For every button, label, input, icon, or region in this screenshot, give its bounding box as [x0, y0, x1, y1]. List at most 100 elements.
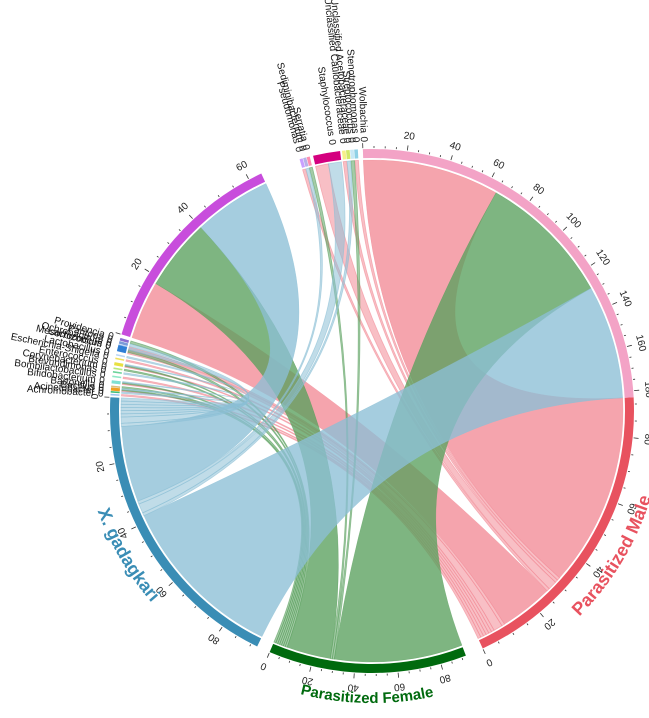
tick-x-gadagkari	[160, 569, 163, 572]
tick-parasitized-male	[564, 589, 567, 592]
zero-label: 0	[100, 361, 108, 373]
zero-label: 0	[104, 340, 112, 352]
tick-klebsiella	[232, 185, 234, 188]
arc-acinetobacter	[110, 391, 120, 394]
tick-wolbachia	[612, 302, 618, 305]
tick-x-gadagkari	[168, 582, 173, 587]
tick-label-wolbachia: 40	[448, 140, 462, 154]
tick-label-x-gadagkari: 80	[206, 631, 222, 647]
zero-label: 0	[99, 369, 106, 381]
tick-label-wolbachia: 180	[642, 381, 649, 399]
arc-achromobacter	[110, 393, 120, 396]
tick-klebsiella	[217, 195, 220, 198]
tick-x-gadagkari	[194, 606, 197, 609]
zero-label: 0	[106, 334, 115, 346]
tick-klebsiella	[188, 214, 193, 219]
tick-label-wolbachia: 20	[403, 130, 416, 142]
tick-wolbachia	[529, 196, 534, 201]
tick-label-parasitized-female: 60	[393, 680, 406, 692]
tick-wolbachia	[450, 155, 453, 161]
tick-klebsiella	[144, 268, 150, 272]
arc-brevundimonas	[112, 371, 122, 374]
tick-wolbachia	[577, 245, 580, 248]
ticks-layer	[104, 143, 640, 679]
arc-pantoea	[118, 340, 129, 346]
tick-klebsiella	[156, 255, 159, 258]
tick-wolbachia	[461, 161, 463, 164]
tick-parasitized-male	[595, 549, 598, 551]
tick-wolbachia	[616, 313, 619, 316]
arc-staphylococcus	[313, 150, 342, 165]
tick-parasitized-male	[633, 437, 639, 439]
tick-x-gadagkari	[121, 495, 124, 497]
tick-label-parasitized-male: 60	[624, 502, 638, 517]
tick-wolbachia	[584, 254, 587, 257]
zero-label: 0	[100, 365, 108, 377]
tick-wolbachia	[501, 180, 504, 183]
tick-x-gadagkari	[109, 463, 115, 466]
zero-label: 0	[102, 351, 110, 363]
tick-label-x-gadagkari: 0	[90, 393, 101, 400]
tick-wolbachia	[620, 324, 623, 326]
tick-x-gadagkari	[207, 616, 210, 619]
tick-klebsiella	[245, 174, 249, 179]
zero-label: 0	[345, 137, 356, 144]
arc-bifidobacterium	[111, 380, 121, 385]
zero-label: 0	[99, 375, 106, 387]
zero-label: 0	[292, 145, 304, 154]
arc-escherichia-shigella	[115, 357, 125, 361]
tick-wolbachia	[555, 220, 558, 223]
tick-parasitized-female	[309, 666, 312, 672]
tick-wolbachia	[590, 262, 596, 266]
tick-wolbachia	[520, 192, 523, 195]
zero-label: 0	[105, 337, 114, 349]
arc-lactococcus	[116, 344, 128, 354]
tick-label-klebsiella: 20	[130, 256, 145, 272]
zero-label: 0	[296, 144, 308, 153]
tick-x-gadagkari	[141, 541, 144, 543]
tick-klebsiella	[204, 205, 206, 208]
tick-label-wolbachia: 60	[491, 157, 506, 172]
tick-label-parasitized-female: 20	[301, 674, 315, 687]
tick-klebsiella	[138, 285, 141, 287]
tick-klebsiella	[130, 300, 133, 303]
tick-x-gadagkari	[126, 511, 130, 513]
tick-wolbachia	[626, 344, 632, 347]
tick-wolbachia	[596, 273, 599, 276]
arc-enterococcus	[114, 362, 124, 367]
tick-parasitized-male	[603, 534, 607, 536]
tick-wolbachia	[562, 226, 568, 231]
tick-label-wolbachia: 80	[531, 182, 547, 198]
genus-label-achromobacter: Achromobacter	[27, 384, 96, 399]
tick-x-gadagkari	[182, 594, 185, 597]
genus-label-bartonella: Bartonella	[50, 375, 96, 390]
zero-label: 0	[101, 356, 109, 368]
group-label-parasitized-female: Parasitized Female	[299, 681, 435, 707]
arc-unclassified-caulobacteraceae	[341, 150, 347, 160]
tick-parasitized-male	[552, 601, 555, 604]
tick-x-gadagkari	[150, 555, 153, 558]
tick-wolbachia	[491, 172, 495, 178]
arc-bombilactobacillus	[112, 375, 122, 379]
zero-label: 0	[350, 137, 361, 144]
tick-parasitized-male	[497, 641, 500, 644]
tick-x-gadagkari	[131, 526, 137, 530]
tick-x-gadagkari	[234, 635, 237, 639]
genus-label-stenotrophomonas: Stenotrophomonas	[344, 49, 360, 134]
arc-providencia	[119, 337, 130, 343]
tick-label-wolbachia: 140	[617, 289, 634, 309]
tick-parasitized-male	[539, 612, 544, 618]
tick-label-x-gadagkari: 20	[94, 460, 107, 474]
tick-wolbachia	[623, 334, 627, 337]
tick-parasitized-female	[266, 652, 270, 658]
tick-klebsiella	[124, 316, 127, 319]
zero-label: 0	[106, 331, 115, 343]
zero-label: 0	[341, 137, 353, 144]
arc-x-gadagkari	[110, 397, 262, 647]
tick-wolbachia	[570, 237, 573, 239]
zero-label: 0	[337, 137, 349, 144]
tick-parasitized-female	[288, 660, 291, 663]
zero-label: 0	[98, 383, 105, 394]
zero-label: 0	[326, 139, 338, 147]
